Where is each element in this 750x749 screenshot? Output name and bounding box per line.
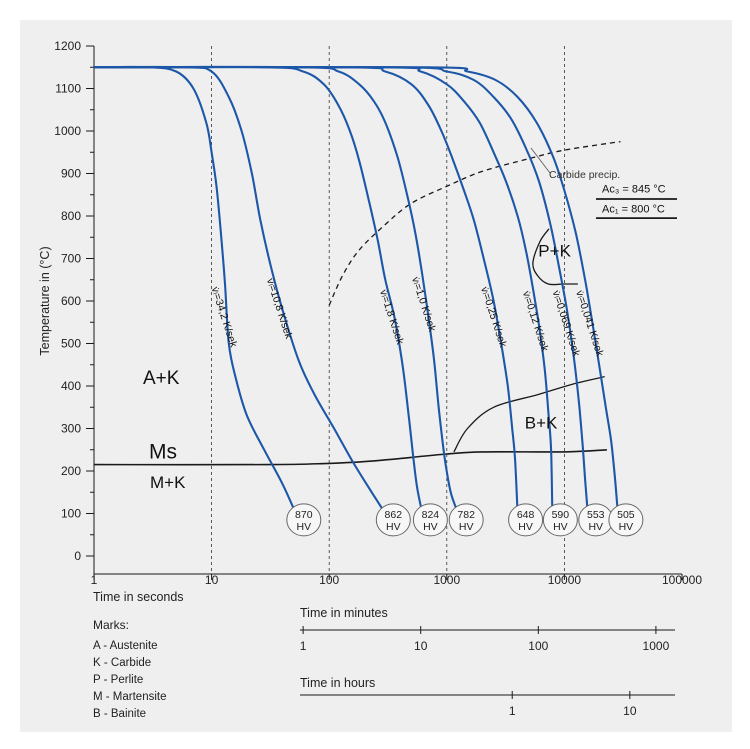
minutes-tick-label: 10	[414, 639, 428, 653]
hours-tick-label: 1	[509, 704, 516, 718]
hours-axis-label: Time in hours	[300, 676, 375, 690]
x-tick-label: 1	[91, 573, 98, 587]
y-tick-label: 1200	[54, 39, 81, 53]
ms-line	[93, 449, 607, 466]
legend-martensite: M - Martensite	[93, 691, 167, 703]
cooling-curve	[93, 65, 387, 515]
minutes-axis-label: Time in minutes	[300, 606, 388, 620]
cooling-rate-label: v̇ₗ=0,12 K/sek	[520, 290, 551, 354]
minutes-tick-label: 1	[300, 639, 307, 653]
y-tick-label: 0	[74, 549, 81, 563]
hardness-value: 648	[517, 509, 535, 521]
y-tick-label: 600	[61, 294, 81, 308]
hardness-circle	[412, 503, 448, 537]
y-tick-label: 900	[61, 167, 81, 181]
hardness-unit: HV	[459, 521, 474, 533]
hardness-unit: HV	[518, 521, 533, 533]
legend-bainite: B - Bainite	[93, 708, 147, 720]
minutes-tick-label: 100	[528, 639, 548, 653]
x-axis-label: Time in seconds	[93, 590, 184, 604]
ac3-label: Ac₃ = 845 °C	[602, 184, 666, 196]
chart-panel: 0 100 200 300 400 500 600 700 800 900 1000 1100 1200…	[20, 20, 732, 732]
y-tick-label: 500	[61, 337, 81, 351]
hardness-value: 505	[617, 509, 635, 521]
y-tick-label: 1100	[55, 82, 81, 96]
hardness-value: 553	[587, 509, 605, 521]
cooling-rate-label: v̇ₗ=10,8 K/sek	[264, 277, 295, 341]
hardness-unit: HV	[423, 521, 438, 533]
cooling-curve	[93, 65, 519, 514]
y-tick-label: 100	[61, 507, 81, 521]
hardness-value: 862	[385, 509, 403, 521]
cct-diagram: 0100200300400500600700800900100011001200…	[38, 39, 702, 718]
y-tick-label: 300	[61, 422, 81, 436]
region-label-pk: P+K	[538, 241, 571, 260]
legend-carbide: K - Carbide	[93, 657, 152, 669]
x-tick-label: 10000	[548, 573, 582, 587]
hardness-circle	[608, 503, 644, 537]
cooling-curve	[93, 65, 554, 514]
hardness-circle	[375, 503, 411, 537]
hardness-unit: HV	[588, 521, 603, 533]
legend-perlite: P - Perlite	[93, 674, 144, 686]
pearlite-boundary	[532, 228, 578, 286]
cooling-curve	[93, 65, 589, 514]
hardness-unit: HV	[619, 521, 634, 533]
hardness-circle	[508, 503, 544, 537]
hours-tick-label: 10	[623, 704, 637, 718]
hardness-value: 590	[552, 509, 570, 521]
legend-title: Marks:	[93, 618, 129, 632]
region-label-bk: B+K	[525, 414, 558, 433]
cooling-curve	[93, 65, 297, 514]
y-tick-label: 400	[61, 379, 81, 393]
carbide-precipitation-line	[328, 140, 621, 306]
region-label-mk: M+K	[150, 473, 186, 492]
y-tick-label: 1000	[54, 124, 81, 138]
y-tick-label: 200	[61, 464, 81, 478]
hardness-unit: HV	[297, 521, 312, 533]
minutes-tick-label: 1000	[643, 639, 670, 653]
carbide-leader	[530, 147, 551, 174]
x-tick-label: 100000	[662, 573, 702, 587]
cooling-curve	[93, 65, 424, 514]
region-label-ak: A+K	[143, 368, 180, 389]
y-tick-label: 700	[61, 252, 81, 266]
hardness-circle	[286, 503, 322, 537]
hardness-unit: HV	[386, 521, 401, 533]
hardness-value: 824	[422, 509, 440, 521]
cooling-curve	[93, 65, 619, 514]
x-tick-label: 1000	[433, 573, 460, 587]
carbide-annotation: Carbide precip.	[549, 169, 620, 181]
cooling-rate-label: v̇ₗ=1,0 K/sek	[409, 275, 438, 334]
legend-austenite: A - Austenite	[93, 640, 158, 652]
y-axis-label: Temperature in (°C)	[38, 246, 52, 355]
cooling-rate-label: v̇ₗ=34,2 K/sek	[209, 285, 240, 349]
hardness-unit: HV	[553, 521, 568, 533]
hardness-circle	[448, 503, 484, 537]
x-tick-label: 10	[205, 573, 219, 587]
cooling-rate-label: v̇ₗ=1,8 K/sek	[377, 288, 406, 347]
hardness-circle	[542, 503, 578, 537]
hardness-value: 782	[457, 509, 475, 521]
region-label-ms: Ms	[149, 440, 177, 463]
ac1-label: Ac₁ = 800 °C	[602, 204, 665, 216]
cooling-curve	[93, 65, 460, 514]
cooling-rate-label: v̇ₗ=0,25 K/sek	[478, 285, 509, 349]
y-tick-label: 800	[61, 209, 81, 223]
hardness-value: 870	[295, 509, 313, 521]
x-tick-label: 100	[319, 573, 339, 587]
